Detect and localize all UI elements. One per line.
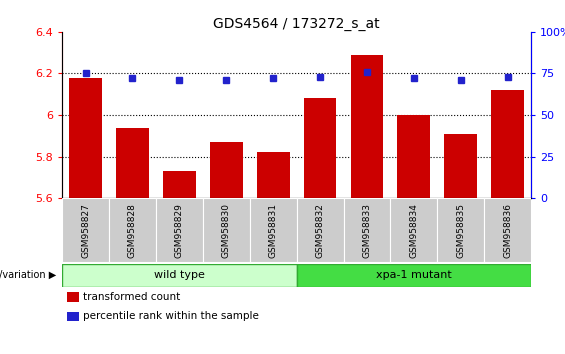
Text: GSM958835: GSM958835 [457, 202, 465, 258]
Bar [156, 198, 203, 262]
Bar [109, 198, 156, 262]
Bar [484, 198, 531, 262]
Bar [203, 198, 250, 262]
Bar [437, 198, 484, 262]
Title: GDS4564 / 173272_s_at: GDS4564 / 173272_s_at [214, 17, 380, 31]
Bar [444, 134, 477, 198]
Bar [303, 98, 337, 198]
Bar [297, 264, 531, 287]
Bar [491, 90, 524, 198]
Bar [67, 312, 79, 321]
Bar [69, 78, 102, 198]
Text: GSM958834: GSM958834 [410, 202, 418, 258]
Text: GSM958831: GSM958831 [269, 202, 277, 258]
Text: GSM958833: GSM958833 [363, 202, 371, 258]
Bar [344, 198, 390, 262]
Bar [397, 115, 431, 198]
Text: GSM958827: GSM958827 [81, 202, 90, 258]
Text: xpa-1 mutant: xpa-1 mutant [376, 270, 452, 280]
Bar [297, 198, 344, 262]
Bar [210, 142, 243, 198]
Bar [250, 198, 297, 262]
Bar [62, 198, 109, 262]
Bar [390, 198, 437, 262]
Bar [257, 153, 290, 198]
Text: GSM958830: GSM958830 [222, 202, 231, 258]
Bar [116, 127, 149, 198]
Text: percentile rank within the sample: percentile rank within the sample [83, 312, 259, 321]
Bar [350, 55, 384, 198]
Text: wild type: wild type [154, 270, 205, 280]
Text: GSM958828: GSM958828 [128, 202, 137, 258]
Bar [62, 264, 297, 287]
Bar [67, 292, 79, 302]
Text: genotype/variation ▶: genotype/variation ▶ [0, 270, 56, 280]
Bar [163, 171, 196, 198]
Text: GSM958836: GSM958836 [503, 202, 512, 258]
Text: GSM958832: GSM958832 [316, 202, 324, 258]
Text: GSM958829: GSM958829 [175, 202, 184, 258]
Text: transformed count: transformed count [83, 292, 180, 302]
